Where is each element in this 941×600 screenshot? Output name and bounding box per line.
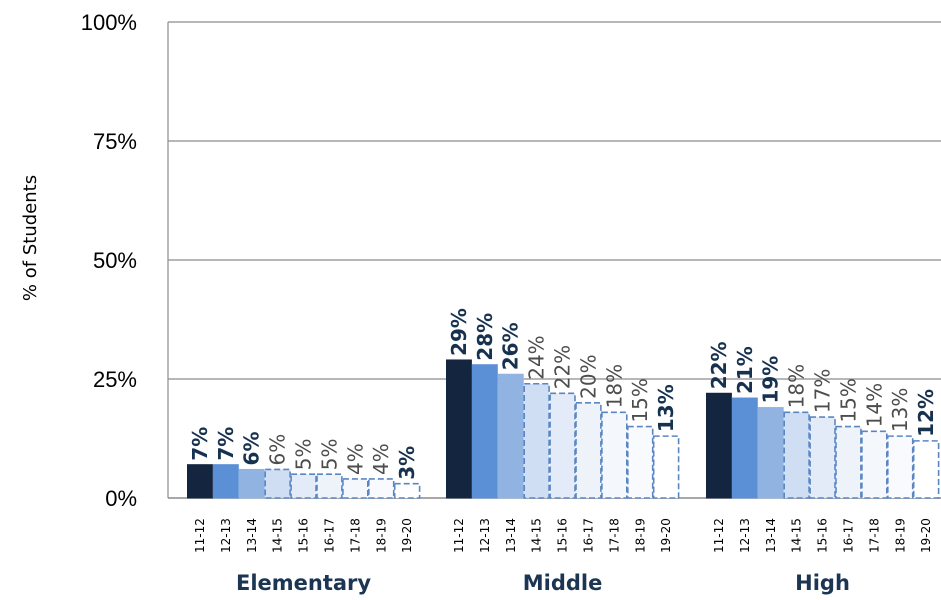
bar [212, 464, 239, 499]
x-tick-label: 12-13 [738, 518, 752, 553]
y-axis-ticks: 0% 25% 50% 75% 100% [81, 10, 137, 511]
group-label: Elementary [236, 571, 371, 595]
data-label: 21% [733, 346, 757, 394]
bar [316, 473, 343, 499]
data-label: 5% [317, 438, 341, 470]
x-tick-label: 14-15 [271, 518, 285, 553]
data-label: 20% [576, 354, 600, 398]
bar [446, 359, 472, 499]
x-tick-label: 15-16 [297, 518, 311, 553]
data-label: 15% [628, 378, 652, 422]
x-tick-label: 12-13 [219, 518, 233, 553]
x-tick-label: 13-14 [764, 518, 778, 553]
data-label: 4% [369, 443, 393, 475]
x-tick-label: 19-20 [919, 518, 933, 553]
data-label: 6% [240, 431, 264, 465]
bar [393, 482, 421, 499]
bar [497, 373, 524, 499]
data-label: 26% [499, 322, 523, 370]
x-tick-label: 12-13 [478, 518, 492, 553]
data-label: 13% [888, 388, 912, 432]
x-tick-label: 18-19 [633, 518, 647, 553]
y-tick-label: 25% [93, 367, 137, 392]
x-tick-label: 13-14 [504, 518, 518, 553]
x-tick-label: 18-19 [893, 518, 907, 553]
bar [912, 440, 940, 499]
data-label: 15% [836, 378, 860, 422]
bar [342, 478, 369, 499]
bar [601, 411, 628, 499]
x-tick-label: 17-18 [348, 518, 362, 553]
x-tick-label: 18-19 [374, 518, 388, 553]
x-tick-label: 14-15 [530, 518, 544, 553]
bar [290, 473, 317, 499]
group-label: Middle [523, 571, 603, 595]
data-label: 17% [811, 369, 835, 413]
data-label: 28% [473, 313, 497, 361]
bar [652, 435, 680, 499]
y-tick-label: 100% [81, 10, 137, 35]
bar [757, 407, 784, 499]
data-label: 19% [759, 356, 783, 404]
data-label: 22% [707, 341, 731, 389]
data-label: 7% [214, 427, 238, 461]
x-tick-label: 11-12 [452, 518, 466, 553]
x-tick-label: 16-17 [841, 518, 855, 553]
bar [238, 468, 265, 499]
x-tick-label: 11-12 [712, 518, 726, 553]
x-tick-label: 17-18 [607, 518, 621, 553]
bar [706, 392, 732, 499]
y-tick-label: 0% [105, 486, 137, 511]
bar [783, 411, 810, 499]
bar [626, 425, 654, 499]
x-tick-label: 15-16 [816, 518, 830, 553]
bar [886, 435, 914, 499]
data-label: 18% [602, 364, 626, 408]
y-axis-label: % of Students [20, 175, 41, 301]
data-label: 22% [551, 345, 575, 389]
x-tick-label: 17-18 [867, 518, 881, 553]
bar [367, 478, 395, 499]
x-axis-ticks: 11-12 12-13 13-14 14-15 15-16 16-17 17-18 18-19… [193, 518, 933, 553]
x-tick-label: 11-12 [193, 518, 207, 553]
bar [861, 430, 888, 499]
data-label: 29% [447, 308, 471, 356]
x-tick-label: 19-20 [400, 518, 414, 553]
bar [809, 416, 836, 499]
group-labels: Elementary Middle High [236, 571, 850, 595]
bar [549, 392, 576, 499]
bar [731, 397, 758, 499]
bar [835, 425, 862, 499]
x-tick-label: 19-20 [659, 518, 673, 553]
data-label: 12% [914, 389, 938, 437]
x-tick-label: 15-16 [556, 518, 570, 553]
data-label: 6% [266, 434, 290, 466]
bar [471, 364, 498, 499]
x-tick-label: 16-17 [581, 518, 595, 553]
data-label: 14% [862, 383, 886, 427]
data-label: 24% [525, 335, 549, 379]
data-label: 13% [654, 384, 678, 432]
group-label: High [795, 571, 850, 595]
y-tick-label: 50% [93, 248, 137, 273]
bar [264, 468, 291, 499]
y-tick-label: 75% [93, 129, 137, 154]
bar [575, 401, 602, 499]
bar [187, 464, 213, 499]
data-label: 7% [188, 427, 212, 461]
x-tick-label: 16-17 [322, 518, 336, 553]
data-label: 18% [785, 364, 809, 408]
data-label: 3% [395, 446, 419, 480]
data-label: 4% [343, 443, 367, 475]
x-tick-label: 14-15 [790, 518, 804, 553]
bar [523, 382, 550, 499]
x-tick-label: 13-14 [245, 518, 259, 553]
bars [187, 359, 940, 499]
data-labels: 7% 7% 6% 6% 5% 5% 4% 4% 3%29% 28% 26% 24% 22% 20% 18% 1… [188, 308, 938, 480]
data-label: 5% [292, 438, 316, 470]
